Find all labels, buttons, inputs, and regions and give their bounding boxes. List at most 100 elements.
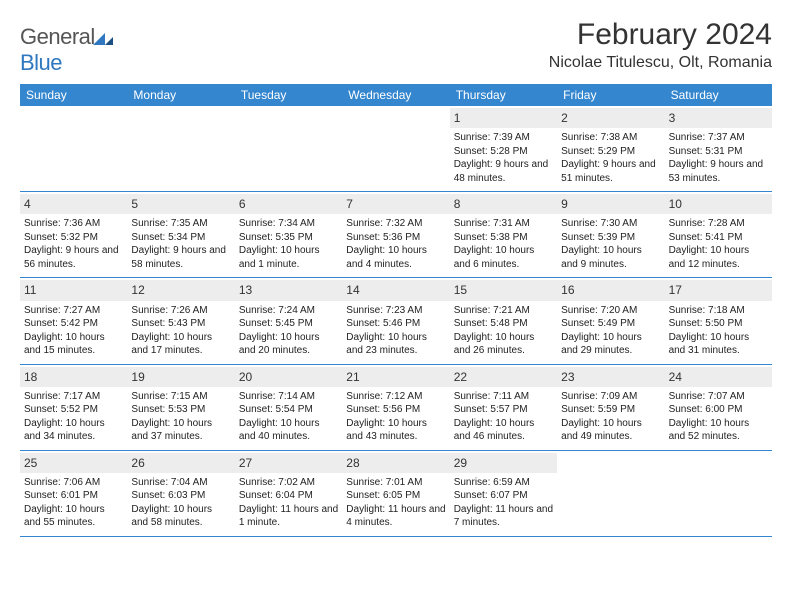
day-sunset: Sunset: 5:48 PM xyxy=(454,317,553,331)
day-number: 13 xyxy=(235,280,342,300)
day-cell: 9Sunrise: 7:30 AMSunset: 5:39 PMDaylight… xyxy=(557,192,664,277)
day-cell: 24Sunrise: 7:07 AMSunset: 6:00 PMDayligh… xyxy=(665,365,772,450)
day-sunset: Sunset: 6:01 PM xyxy=(24,489,123,503)
day-daylight: Daylight: 10 hours and 55 minutes. xyxy=(24,503,123,530)
day-sunrise: Sunrise: 7:24 AM xyxy=(239,304,338,318)
day-cell: 6Sunrise: 7:34 AMSunset: 5:35 PMDaylight… xyxy=(235,192,342,277)
day-sunset: Sunset: 5:36 PM xyxy=(346,231,445,245)
day-sunrise: Sunrise: 7:39 AM xyxy=(454,131,553,145)
day-number: 16 xyxy=(557,280,664,300)
day-daylight: Daylight: 10 hours and 9 minutes. xyxy=(561,244,660,271)
logo-mark-icon xyxy=(93,31,113,45)
day-daylight: Daylight: 10 hours and 46 minutes. xyxy=(454,417,553,444)
logo-text-part2: Blue xyxy=(20,50,62,75)
weekday-header: Thursday xyxy=(450,84,557,106)
weeks-container: 1Sunrise: 7:39 AMSunset: 5:28 PMDaylight… xyxy=(20,106,772,537)
day-sunset: Sunset: 6:00 PM xyxy=(669,403,768,417)
day-sunset: Sunset: 5:50 PM xyxy=(669,317,768,331)
day-cell: 26Sunrise: 7:04 AMSunset: 6:03 PMDayligh… xyxy=(127,451,234,536)
day-daylight: Daylight: 10 hours and 29 minutes. xyxy=(561,331,660,358)
day-sunrise: Sunrise: 7:07 AM xyxy=(669,390,768,404)
day-sunset: Sunset: 6:03 PM xyxy=(131,489,230,503)
day-daylight: Daylight: 10 hours and 17 minutes. xyxy=(131,331,230,358)
logo: General Blue xyxy=(20,18,113,76)
day-cell: 1Sunrise: 7:39 AMSunset: 5:28 PMDaylight… xyxy=(450,106,557,191)
day-sunset: Sunset: 5:41 PM xyxy=(669,231,768,245)
day-number: 1 xyxy=(450,108,557,128)
day-number: 15 xyxy=(450,280,557,300)
day-cell: 4Sunrise: 7:36 AMSunset: 5:32 PMDaylight… xyxy=(20,192,127,277)
day-daylight: Daylight: 10 hours and 49 minutes. xyxy=(561,417,660,444)
day-number: 5 xyxy=(127,194,234,214)
day-sunset: Sunset: 6:07 PM xyxy=(454,489,553,503)
day-daylight: Daylight: 10 hours and 31 minutes. xyxy=(669,331,768,358)
day-number: 21 xyxy=(342,367,449,387)
day-daylight: Daylight: 10 hours and 12 minutes. xyxy=(669,244,768,271)
day-sunrise: Sunrise: 7:37 AM xyxy=(669,131,768,145)
day-sunset: Sunset: 5:54 PM xyxy=(239,403,338,417)
week-row: 25Sunrise: 7:06 AMSunset: 6:01 PMDayligh… xyxy=(20,451,772,537)
day-sunrise: Sunrise: 7:17 AM xyxy=(24,390,123,404)
day-number: 27 xyxy=(235,453,342,473)
day-daylight: Daylight: 9 hours and 56 minutes. xyxy=(24,244,123,271)
day-daylight: Daylight: 11 hours and 4 minutes. xyxy=(346,503,445,530)
day-daylight: Daylight: 10 hours and 4 minutes. xyxy=(346,244,445,271)
day-cell xyxy=(665,451,772,536)
day-number: 7 xyxy=(342,194,449,214)
day-sunset: Sunset: 5:32 PM xyxy=(24,231,123,245)
day-daylight: Daylight: 10 hours and 6 minutes. xyxy=(454,244,553,271)
weekday-header: Sunday xyxy=(20,84,127,106)
weekday-header: Monday xyxy=(127,84,234,106)
day-number: 20 xyxy=(235,367,342,387)
day-sunrise: Sunrise: 7:35 AM xyxy=(131,217,230,231)
day-daylight: Daylight: 10 hours and 20 minutes. xyxy=(239,331,338,358)
day-number: 24 xyxy=(665,367,772,387)
day-cell: 14Sunrise: 7:23 AMSunset: 5:46 PMDayligh… xyxy=(342,278,449,363)
day-number: 3 xyxy=(665,108,772,128)
day-cell: 5Sunrise: 7:35 AMSunset: 5:34 PMDaylight… xyxy=(127,192,234,277)
day-sunrise: Sunrise: 7:34 AM xyxy=(239,217,338,231)
day-daylight: Daylight: 10 hours and 37 minutes. xyxy=(131,417,230,444)
calendar: SundayMondayTuesdayWednesdayThursdayFrid… xyxy=(20,84,772,537)
day-daylight: Daylight: 10 hours and 40 minutes. xyxy=(239,417,338,444)
day-daylight: Daylight: 10 hours and 58 minutes. xyxy=(131,503,230,530)
day-number: 8 xyxy=(450,194,557,214)
day-sunset: Sunset: 5:34 PM xyxy=(131,231,230,245)
day-sunset: Sunset: 5:43 PM xyxy=(131,317,230,331)
day-sunrise: Sunrise: 7:18 AM xyxy=(669,304,768,318)
header: General Blue February 2024 Nicolae Titul… xyxy=(20,18,772,76)
day-cell xyxy=(235,106,342,191)
day-cell: 17 Sunrise: 7:18 AMSunset: 5:50 PMDayligh… xyxy=(665,278,772,363)
day-sunset: Sunset: 6:05 PM xyxy=(346,489,445,503)
day-daylight: Daylight: 10 hours and 34 minutes. xyxy=(24,417,123,444)
day-cell xyxy=(20,106,127,191)
day-sunrise: Sunrise: 7:02 AM xyxy=(239,476,338,490)
day-daylight: Daylight: 10 hours and 15 minutes. xyxy=(24,331,123,358)
day-cell: 15Sunrise: 7:21 AMSunset: 5:48 PMDayligh… xyxy=(450,278,557,363)
location-subtitle: Nicolae Titulescu, Olt, Romania xyxy=(549,54,772,72)
day-sunrise: Sunrise: 7:27 AM xyxy=(24,304,123,318)
day-sunrise: Sunrise: 7:38 AM xyxy=(561,131,660,145)
week-row: 1Sunrise: 7:39 AMSunset: 5:28 PMDaylight… xyxy=(20,106,772,192)
day-sunset: Sunset: 5:35 PM xyxy=(239,231,338,245)
day-number: 17 xyxy=(665,280,772,300)
weekday-header-row: SundayMondayTuesdayWednesdayThursdayFrid… xyxy=(20,84,772,106)
day-sunset: Sunset: 5:56 PM xyxy=(346,403,445,417)
day-cell: 29Sunrise: 6:59 AMSunset: 6:07 PMDayligh… xyxy=(450,451,557,536)
day-sunset: Sunset: 5:38 PM xyxy=(454,231,553,245)
day-sunrise: Sunrise: 7:14 AM xyxy=(239,390,338,404)
day-sunrise: Sunrise: 7:31 AM xyxy=(454,217,553,231)
day-cell xyxy=(342,106,449,191)
day-daylight: Daylight: 11 hours and 1 minute. xyxy=(239,503,338,530)
day-number: 18 xyxy=(20,367,127,387)
day-daylight: Daylight: 10 hours and 23 minutes. xyxy=(346,331,445,358)
day-cell: 10Sunrise: 7:28 AMSunset: 5:41 PMDayligh… xyxy=(665,192,772,277)
weekday-header: Friday xyxy=(557,84,664,106)
weekday-header: Saturday xyxy=(665,84,772,106)
day-sunset: Sunset: 5:59 PM xyxy=(561,403,660,417)
day-number: 11 xyxy=(20,280,127,300)
day-sunset: Sunset: 5:29 PM xyxy=(561,145,660,159)
day-sunset: Sunset: 5:46 PM xyxy=(346,317,445,331)
day-sunset: Sunset: 5:31 PM xyxy=(669,145,768,159)
day-cell: 23Sunrise: 7:09 AMSunset: 5:59 PMDayligh… xyxy=(557,365,664,450)
